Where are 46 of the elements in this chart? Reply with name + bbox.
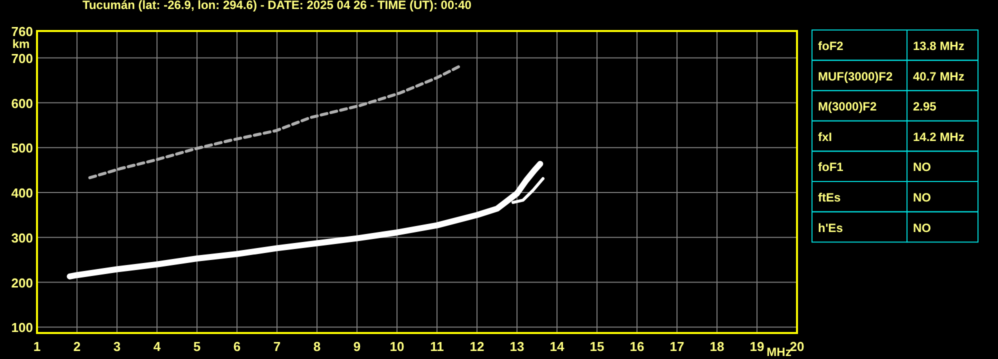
text: 13.8 MHz	[913, 39, 964, 53]
x-tick-label: 2	[73, 339, 81, 354]
x-tick-label: 1	[33, 339, 41, 354]
category-label: ftEs	[818, 190, 841, 204]
category-label: foF2	[818, 39, 844, 53]
chart-title: Tucumán (lat: -26.9, lon: 294.6) - DATE: 2025 04 26 - TIME (UT): 00:40	[82, 0, 472, 12]
y-tick-label: 300	[11, 230, 33, 246]
x-axis-title: MHz	[766, 345, 792, 359]
category-label: h'Es	[818, 220, 844, 235]
y-tick-label: 500	[11, 140, 33, 156]
x-tick-label: 16	[630, 339, 644, 354]
text: NO	[913, 160, 931, 174]
category-label: fxI	[818, 130, 832, 144]
x-tick-label: 18	[710, 339, 724, 354]
x-tick-label: 4	[153, 339, 162, 354]
x-tick-label: 14	[550, 339, 565, 354]
text: NO	[913, 190, 931, 204]
x-tick-label: 9	[353, 339, 361, 354]
y-tick-label: 400	[11, 186, 33, 201]
x-tick-label: 12	[470, 339, 484, 354]
x-tick-label: 3	[113, 339, 121, 354]
x-tick-label: 10	[390, 339, 404, 354]
x-tick-label: 15	[590, 339, 604, 354]
y-axis-title: km	[12, 37, 30, 51]
x-tick-label: 5	[193, 339, 201, 354]
x-tick-label: 8	[313, 339, 321, 354]
x-tick-label: 19	[750, 339, 764, 354]
line-series	[88, 64, 462, 180]
x-tick-label: 7	[273, 339, 281, 354]
x-tick-label: 11	[430, 339, 444, 354]
x-tick-label: 20	[790, 339, 804, 354]
y-tick-label: 600	[11, 96, 33, 111]
category-label: foF1	[818, 160, 844, 174]
x-tick-label: 13	[510, 339, 524, 354]
y-tick-label: 760	[11, 24, 33, 39]
text: 40.7 MHz	[913, 69, 964, 84]
y-tick-label: 100	[11, 320, 33, 336]
text: 14.2 MHz	[913, 130, 964, 144]
y-tick-label: 200	[11, 275, 33, 290]
text: NO	[913, 220, 931, 235]
category-label: M(3000)F2	[818, 100, 878, 114]
x-tick-label: 6	[233, 339, 241, 354]
text: 2.95	[913, 100, 936, 114]
y-tick-label: 700	[11, 50, 33, 66]
category-label: MUF(3000)F2	[818, 69, 894, 84]
x-tick-label: 17	[670, 339, 684, 354]
